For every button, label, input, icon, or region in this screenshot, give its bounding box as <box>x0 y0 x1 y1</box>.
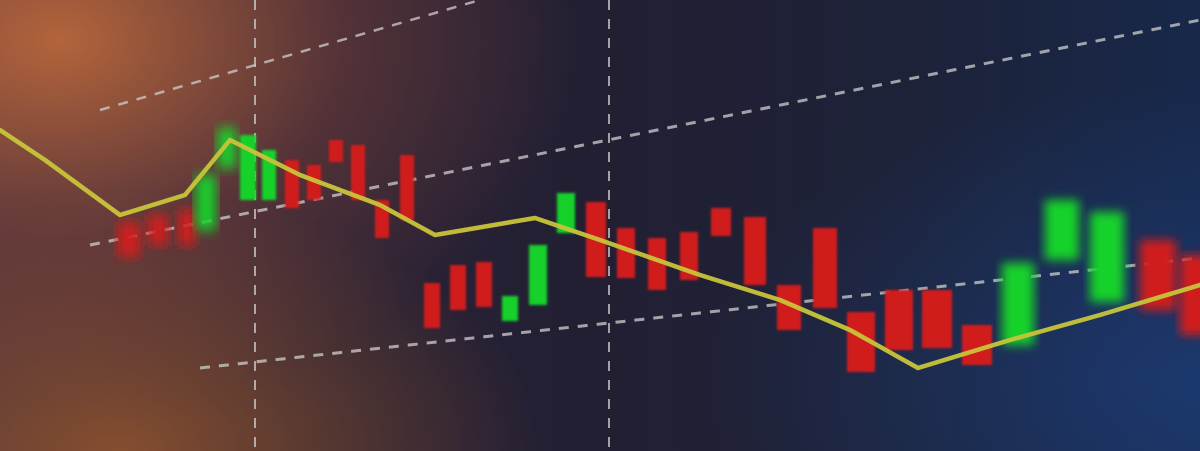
bar-down-36 <box>1180 255 1200 335</box>
bar-down-10 <box>329 140 343 162</box>
grid-diagonal-1 <box>99 0 481 112</box>
bar-down-24 <box>711 208 731 236</box>
bar-down-30 <box>922 290 952 348</box>
bar-up-5 <box>218 128 236 168</box>
bar-up-4 <box>196 175 216 230</box>
bar-down-2 <box>148 215 168 245</box>
bar-down-13 <box>400 155 414 220</box>
bar-down-21 <box>617 228 635 278</box>
grid-diagonal-2 <box>89 18 1200 247</box>
trend-line <box>0 127 1200 371</box>
bar-up-18 <box>529 245 547 305</box>
bar-down-1 <box>118 222 140 257</box>
grid-lines <box>89 0 1200 451</box>
bar-down-16 <box>476 262 492 307</box>
bar-down-15 <box>450 265 466 310</box>
bar-down-25 <box>744 217 766 285</box>
bar-down-11 <box>351 145 365 200</box>
bar-down-27 <box>813 228 837 308</box>
bar-up-32 <box>1002 263 1034 345</box>
bar-up-33 <box>1045 200 1079 260</box>
bar-down-22 <box>648 238 666 290</box>
bar-up-19 <box>557 193 575 233</box>
bar-down-3 <box>178 210 196 245</box>
price-bars <box>118 128 1200 372</box>
bar-up-34 <box>1090 212 1124 302</box>
bar-down-29 <box>885 290 913 350</box>
bar-up-17 <box>502 296 518 321</box>
bar-down-14 <box>424 283 440 328</box>
